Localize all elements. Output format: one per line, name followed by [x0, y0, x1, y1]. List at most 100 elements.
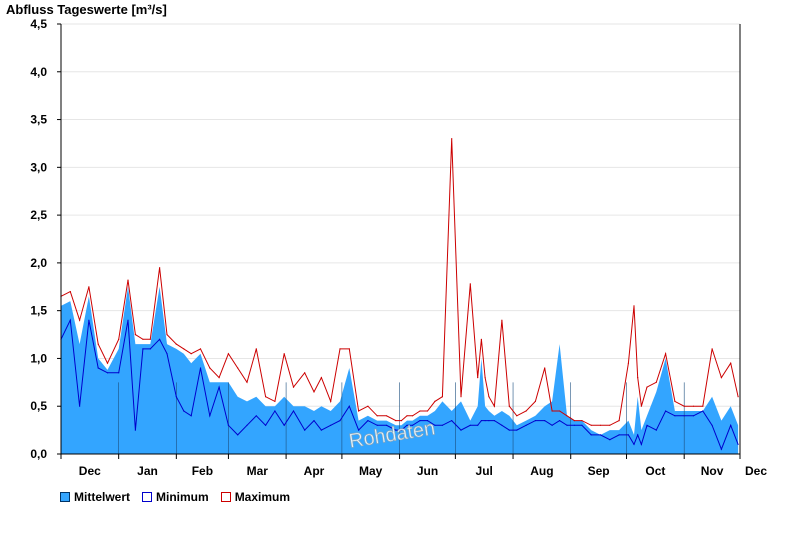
minimum-point	[609, 439, 611, 441]
minimum-point	[484, 420, 486, 422]
maximum-point	[534, 400, 537, 402]
x-tick-label: Sep	[588, 464, 610, 478]
minimum-point	[419, 420, 421, 422]
y-tick-label: 4,0	[30, 65, 47, 79]
minimum-point	[199, 367, 202, 369]
maximum-point	[646, 386, 648, 388]
y-tick-label: 2,0	[30, 256, 47, 270]
minimum-point	[434, 424, 436, 426]
minimum-point	[175, 396, 177, 398]
minimum-point	[627, 434, 630, 436]
maximum-point	[292, 386, 295, 388]
minimum-point	[79, 405, 81, 407]
minimum-point	[426, 420, 429, 422]
maximum-point	[348, 348, 350, 350]
maximum-point	[618, 420, 620, 422]
maximum-point	[551, 410, 553, 412]
minimum-point	[292, 410, 295, 412]
minimum-point	[480, 420, 482, 422]
maximum-point	[134, 334, 136, 336]
maximum-point	[218, 377, 220, 379]
maximum-point	[683, 405, 685, 407]
x-tick-label: Jul	[476, 464, 493, 478]
minimum-point	[69, 319, 71, 321]
maximum-point	[460, 396, 462, 398]
maximum-point	[493, 405, 495, 407]
maximum-point	[702, 405, 704, 407]
maximum-point	[566, 415, 568, 417]
minimum-point	[683, 415, 685, 417]
y-tick-label: 1,0	[30, 351, 47, 365]
minimum-point	[692, 415, 695, 417]
minimum-point	[702, 410, 704, 412]
minimum-point	[469, 424, 471, 426]
minimum-point	[665, 410, 667, 412]
minimum-point	[118, 372, 120, 374]
maximum-point	[480, 338, 482, 340]
maximum-point	[627, 362, 630, 364]
maximum-point	[395, 420, 397, 422]
minimum-point	[395, 429, 397, 431]
maximum-point	[665, 353, 667, 355]
minimum-point	[367, 420, 369, 422]
maximum-point	[358, 410, 360, 412]
maximum-point	[674, 400, 676, 402]
minimum-point	[209, 415, 211, 417]
maximum-point	[692, 405, 695, 407]
minimum-point	[640, 443, 643, 445]
maximum-point	[609, 424, 611, 426]
legend-swatch-maximum	[220, 492, 231, 502]
maximum-point	[441, 396, 443, 398]
minimum-point	[633, 443, 635, 445]
minimum-point	[501, 424, 503, 426]
minimum-point	[183, 410, 185, 412]
maximum-point	[484, 377, 486, 379]
minimum-point	[304, 429, 306, 431]
minimum-point	[460, 429, 462, 431]
minimum-point	[339, 420, 341, 422]
y-tick-label: 1,5	[30, 304, 47, 318]
x-axis-ticks: Dec Jan Feb Mar Apr May Jun Jul Aug Sep Oct Nov Dec	[60, 454, 767, 478]
minimum-point	[508, 429, 510, 431]
legend-item-maximum: Maximum	[220, 490, 290, 504]
maximum-point	[255, 348, 257, 350]
maximum-point	[209, 367, 211, 369]
minimum-point	[97, 367, 99, 369]
maximum-point	[339, 348, 341, 350]
maximum-point	[166, 334, 168, 336]
legend-item-minimum: Minimum	[142, 490, 209, 504]
minimum-point	[581, 424, 583, 426]
maximum-point	[559, 410, 561, 412]
maximum-point	[237, 367, 239, 369]
minimum-point	[265, 424, 267, 426]
maximum-point	[320, 377, 322, 379]
x-tick-label: Aug	[530, 464, 553, 478]
maximum-point	[367, 405, 369, 407]
minimum-point	[106, 372, 109, 374]
minimum-point	[134, 429, 136, 431]
x-tick-label: Dec	[745, 464, 767, 478]
minimum-point	[637, 434, 639, 436]
maximum-point	[730, 362, 732, 364]
maximum-point	[434, 400, 436, 402]
minimum-point	[246, 424, 248, 426]
maximum-point	[412, 415, 414, 417]
x-tick-label: Apr	[304, 464, 325, 478]
x-tick-label: Jan	[137, 464, 158, 478]
minimum-point	[149, 348, 151, 350]
minimum-point	[330, 424, 332, 426]
legend-label-mittelwert: Mittelwert	[74, 490, 131, 504]
y-tick-label: 2,5	[30, 208, 47, 222]
maximum-point	[88, 286, 90, 288]
legend-swatch-mittelwert	[60, 492, 70, 502]
legend-label-minimum: Minimum	[156, 490, 209, 504]
y-tick-label: 0,5	[30, 399, 47, 413]
x-tick-label: Mar	[247, 464, 269, 478]
minimum-point	[255, 415, 257, 417]
maximum-point	[711, 348, 713, 350]
maximum-point	[149, 338, 151, 340]
maximum-point	[106, 362, 109, 364]
minimum-point	[488, 420, 490, 422]
minimum-point	[218, 386, 220, 388]
